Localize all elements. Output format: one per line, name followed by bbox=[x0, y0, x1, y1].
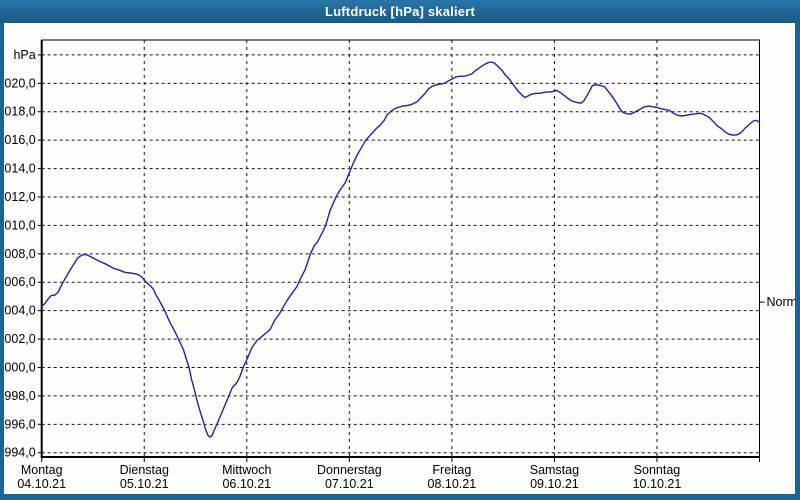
y-tick-label: 1000,0 bbox=[4, 360, 36, 374]
y-tick-label: 1006,0 bbox=[4, 275, 36, 289]
normal-marker-label: Normal bbox=[767, 295, 796, 309]
x-date-label: 09.10.21 bbox=[530, 477, 579, 491]
x-date-label: 06.10.21 bbox=[222, 477, 271, 491]
y-tick-label: 994,0 bbox=[4, 446, 35, 460]
chart-area: 1020,0 1018,0 1016,0 1014,0 1012,0 1010,0 1008… bbox=[4, 23, 795, 494]
y-tick-label: 1002,0 bbox=[4, 332, 36, 346]
y-tick-label: 998,0 bbox=[4, 389, 35, 403]
x-day-label: Montag bbox=[21, 463, 63, 477]
y-tick-label: 1014,0 bbox=[4, 162, 36, 176]
y-tick-label: 1008,0 bbox=[4, 247, 36, 261]
x-date-label: 08.10.21 bbox=[428, 477, 477, 491]
y-tick-label: 1020,0 bbox=[4, 76, 36, 90]
x-date-label: 04.10.21 bbox=[17, 477, 66, 491]
pressure-chart: 1020,0 1018,0 1016,0 1014,0 1012,0 1010,0 1008… bbox=[4, 39, 796, 491]
x-day-label: Donnerstag bbox=[317, 463, 382, 477]
x-date-label: 07.10.21 bbox=[325, 477, 374, 491]
window-title: Luftdruck [hPa] skaliert bbox=[325, 4, 475, 19]
y-tick-label: 1010,0 bbox=[4, 218, 36, 232]
x-date-label: 10.10.21 bbox=[633, 477, 682, 491]
x-day-label: Freitag bbox=[432, 463, 471, 477]
x-date-label: 05.10.21 bbox=[120, 477, 169, 491]
y-tick-label: 996,0 bbox=[4, 417, 35, 431]
x-day-label: Mittwoch bbox=[222, 463, 271, 477]
y-tick-label: 1004,0 bbox=[4, 304, 36, 318]
pressure-line bbox=[41, 61, 761, 438]
plot-border bbox=[41, 39, 760, 458]
x-day-label: Samstag bbox=[530, 463, 579, 477]
title-bar[interactable]: Luftdruck [hPa] skaliert bbox=[0, 0, 800, 23]
y-tick-label: 1018,0 bbox=[4, 105, 36, 119]
x-day-label: Dienstag bbox=[120, 463, 169, 477]
x-day-label: Sonntag bbox=[634, 463, 681, 477]
y-tick-label: 1016,0 bbox=[4, 133, 36, 147]
y-axis-unit-label: hPa bbox=[13, 48, 35, 62]
y-tick-label: 1012,0 bbox=[4, 190, 36, 204]
